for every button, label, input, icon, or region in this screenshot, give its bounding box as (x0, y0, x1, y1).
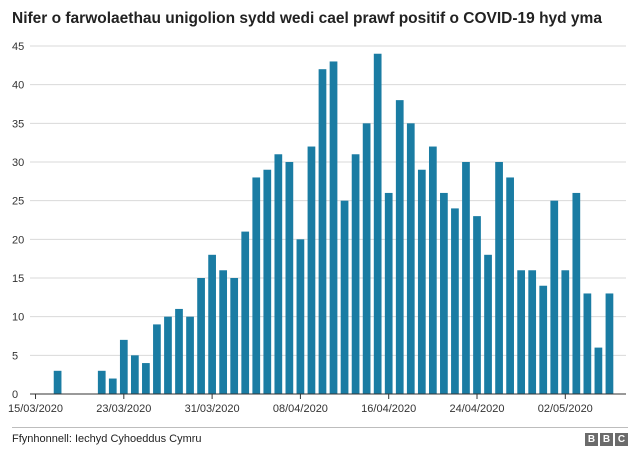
x-tick-label: 08/04/2020 (273, 403, 328, 415)
bar (406, 123, 415, 394)
chart-title: Nifer o farwolaethau unigolion sydd wedi… (12, 10, 602, 27)
y-axis-ticks: 0 5 10 15 20 25 30 35 40 45 (12, 41, 24, 401)
bar (97, 370, 106, 394)
bar (130, 355, 139, 394)
bar (153, 324, 161, 394)
x-tick-label: 02/05/2020 (538, 403, 593, 415)
bar (384, 192, 393, 394)
x-axis: 15/03/2020 23/03/2020 31/03/2020 08/04/2020… (8, 393, 626, 415)
bar (197, 278, 205, 394)
footer-divider (12, 427, 628, 428)
bar (164, 316, 172, 394)
bar (561, 270, 570, 394)
y-tick-label: 5 (12, 350, 18, 362)
bar (362, 123, 371, 394)
bar (252, 177, 261, 394)
bar (462, 162, 470, 394)
bbc-logo: B B C (585, 433, 628, 446)
bar (175, 308, 183, 394)
y-tick-label: 45 (12, 41, 24, 53)
y-tick-label: 10 (12, 312, 24, 324)
bars (53, 53, 614, 394)
x-tick-label: 15/03/2020 (8, 403, 63, 415)
bar (550, 200, 559, 394)
bar (296, 239, 305, 394)
bar (274, 154, 283, 394)
bar (506, 177, 514, 394)
y-tick-label: 20 (12, 234, 24, 246)
bar (428, 146, 437, 394)
bar (263, 169, 272, 394)
bar (53, 370, 62, 394)
bar (572, 192, 581, 394)
bar (528, 270, 537, 394)
gridlines (30, 45, 626, 356)
y-tick-label: 35 (12, 118, 24, 130)
bar (484, 254, 492, 394)
y-tick-label: 30 (12, 157, 24, 169)
bar (186, 316, 194, 394)
bar (119, 339, 128, 394)
bbc-logo-letter: C (615, 433, 628, 446)
bar (318, 69, 327, 394)
bar (208, 254, 216, 394)
bar (241, 231, 250, 394)
bar (417, 169, 426, 394)
y-tick-label: 0 (12, 389, 18, 401)
bar (329, 61, 338, 394)
bar (340, 200, 349, 394)
bar (373, 53, 382, 394)
x-tick-label: 24/04/2020 (449, 403, 504, 415)
bar (517, 270, 526, 394)
bar-chart: 0 5 10 15 20 25 30 35 40 45 15/03/2020 23/03/2020 3… (8, 41, 626, 415)
bar (440, 192, 448, 394)
bar (230, 278, 239, 394)
x-tick-label: 31/03/2020 (185, 403, 240, 415)
bar (395, 100, 404, 394)
bbc-logo-letter: B (600, 433, 613, 446)
x-tick-label: 16/04/2020 (361, 403, 416, 415)
bar (108, 378, 117, 394)
y-tick-label: 25 (12, 196, 24, 208)
bar (219, 270, 228, 394)
bar (495, 162, 503, 394)
bar (285, 162, 294, 394)
source-note: Ffynhonnell: Iechyd Cyhoeddus Cymru (12, 433, 202, 445)
bar (539, 285, 548, 394)
bbc-logo-letter: B (585, 433, 598, 446)
bar (594, 347, 603, 394)
bar (473, 216, 481, 394)
bar (583, 293, 592, 394)
y-tick-label: 15 (12, 273, 24, 285)
bar (451, 208, 459, 394)
bar (142, 363, 150, 394)
bar (307, 146, 316, 394)
x-tick-label: 23/03/2020 (96, 403, 151, 415)
bar (351, 154, 360, 394)
y-tick-label: 40 (12, 80, 24, 92)
bar (605, 293, 614, 394)
